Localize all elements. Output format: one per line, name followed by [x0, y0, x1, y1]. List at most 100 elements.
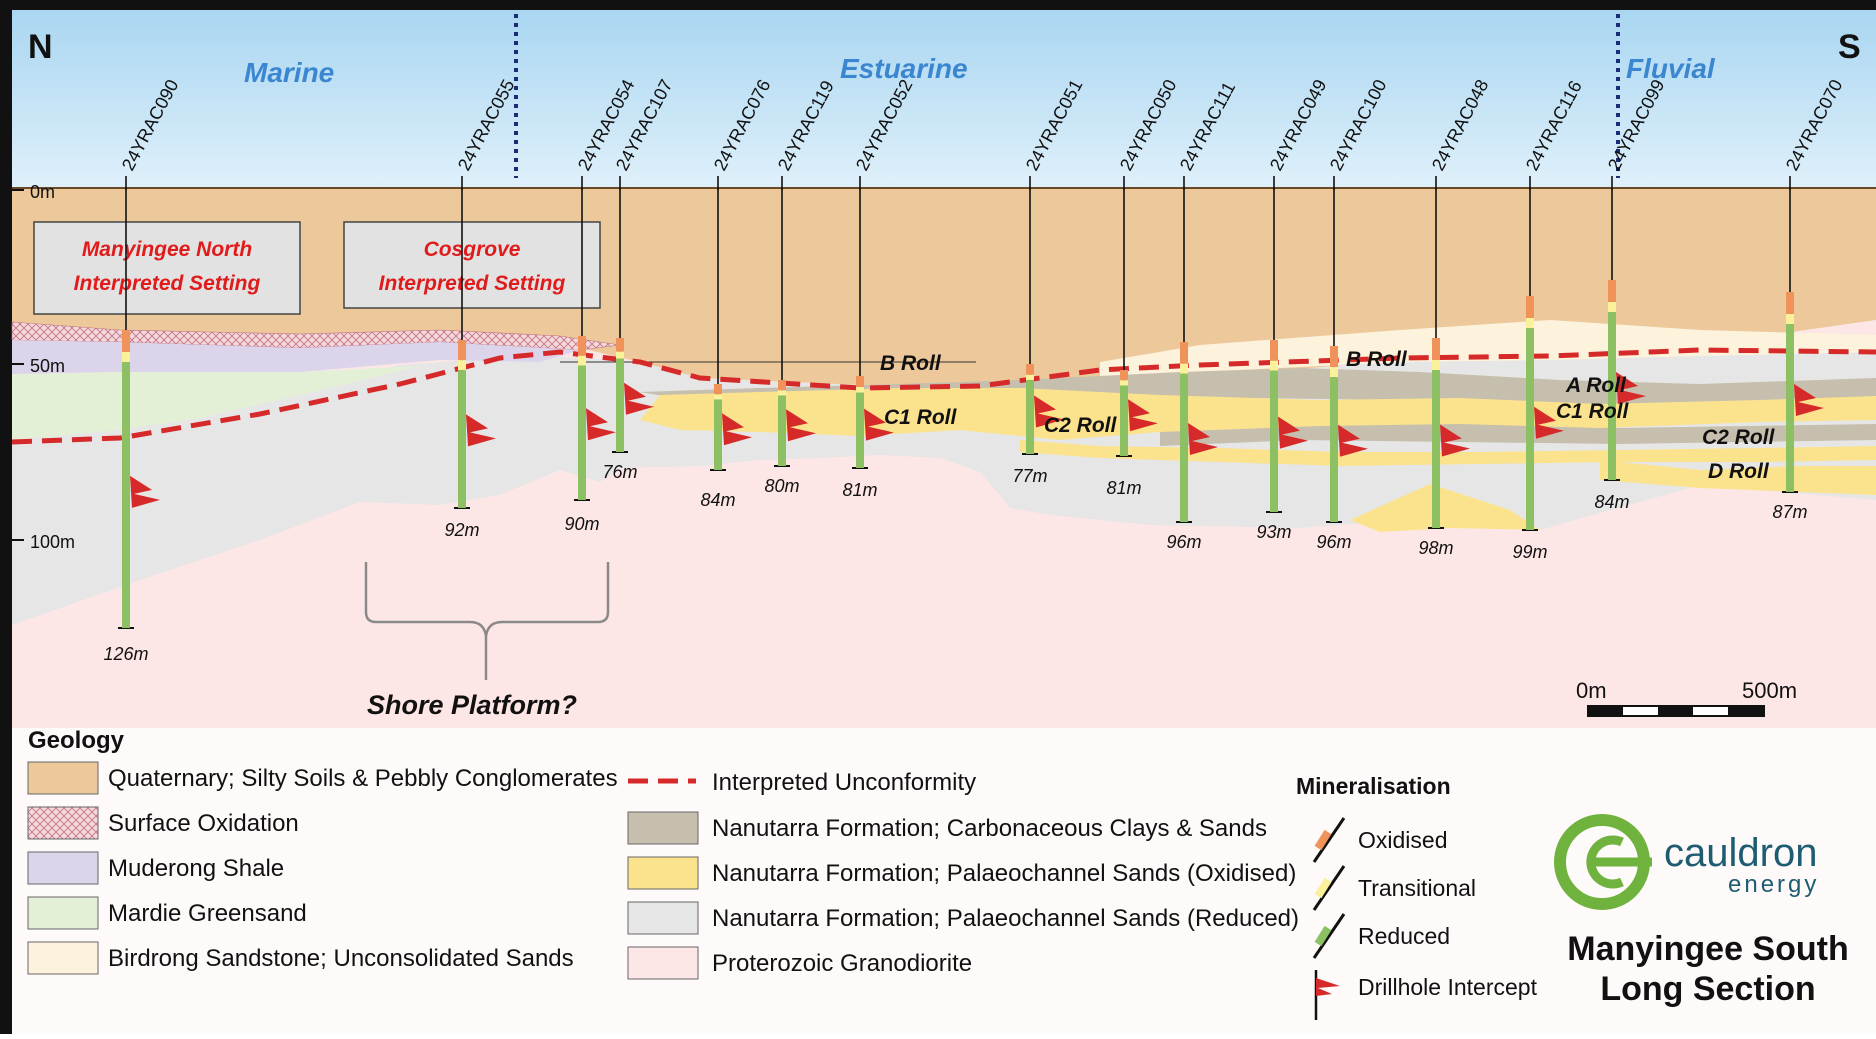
mineralisation-swatch-line — [1312, 913, 1346, 959]
north-label: N — [28, 28, 53, 66]
unconformity-legend-item: Interpreted Unconformity — [628, 769, 976, 796]
oxidised-sands-lens-1 — [640, 388, 1876, 440]
drillhole-depth-label: 90m — [564, 514, 599, 534]
drillhole-oxidised-interval — [714, 384, 722, 395]
drillhole-reduced-interval — [1330, 377, 1338, 522]
section-title-line-1: Manyingee South — [1567, 930, 1848, 968]
drillhole-reduced-interval — [1608, 312, 1616, 480]
drillhole-reduced-interval — [1120, 385, 1128, 456]
drillhole-reduced-interval — [578, 365, 586, 500]
drillhole-oxidised-interval — [1526, 296, 1534, 318]
drillhole-intercept — [130, 475, 160, 508]
depth-label-50: 50m — [30, 356, 65, 376]
geology-legend-right-swatch — [627, 946, 699, 980]
drillhole-reduced-interval — [1786, 324, 1794, 492]
geology-legend-right: Nanutarra Formation; Carbonaceous Clays … — [627, 811, 1299, 980]
geology-legend-left: Quaternary; Silty Soils & Pebbly Conglom… — [27, 761, 618, 975]
drillhole-oxidised-interval — [1786, 292, 1794, 314]
south-label: S — [1838, 28, 1861, 66]
drillhole-depth-label: 92m — [444, 520, 479, 540]
drillhole-oxidised-interval — [856, 376, 864, 388]
mineralisation-legend-item: Reduced — [1312, 913, 1450, 959]
geology-legend-left-item: Mardie Greensand — [27, 896, 307, 930]
manyingee-north-callout: Manyingee North Interpreted Setting — [33, 221, 301, 315]
geology-legend-right-swatch — [627, 856, 699, 890]
top-border — [0, 0, 1876, 10]
drillhole-transitional-interval — [1270, 360, 1278, 371]
drillhole-oxidised-interval — [578, 336, 586, 356]
cosgrove-callout: Cosgrove Interpreted Setting — [343, 221, 601, 309]
drillhole-intercept — [466, 414, 496, 447]
drillhole-intercept — [1188, 423, 1218, 455]
mineralisation-legend-title: Mineralisation — [1296, 773, 1451, 799]
estuarine-label: Estuarine — [840, 53, 968, 84]
drillhole-reduced-interval — [856, 392, 864, 468]
drillhole-depth-label: 76m — [602, 462, 637, 482]
unconformity-legend-label: Interpreted Unconformity — [712, 769, 976, 796]
intercept-legend-label: Drillhole Intercept — [1358, 974, 1538, 1000]
mineralisation-legend-item: Transitional — [1312, 865, 1476, 911]
mineralisation-legend-label: Oxidised — [1358, 827, 1447, 853]
mineralisation-swatch-color — [1314, 925, 1332, 947]
drillhole-transitional-interval — [1786, 314, 1794, 324]
geology-legend-left-swatch — [27, 941, 99, 975]
scale-bar-end: 500m — [1742, 678, 1797, 703]
roll-label-a: A Roll — [1565, 374, 1627, 397]
roll-label-c2-1: C2 Roll — [1044, 414, 1118, 437]
oxidised-sands-lens-4 — [1350, 484, 1540, 532]
geology-legend-right-swatch — [627, 901, 699, 935]
drillhole-depth-label: 99m — [1512, 542, 1547, 562]
scale-bar-seg-1 — [1588, 706, 1623, 716]
mineralisation-legend: Oxidised Transitional Reduced — [1312, 817, 1476, 959]
cosgrove-box — [343, 221, 601, 309]
geology-legend-right-label: Nanutarra Formation; Palaeochannel Sands… — [712, 905, 1299, 932]
drillhole-oxidised-interval — [1432, 338, 1440, 360]
scale-bar: 0m 500m — [1576, 678, 1797, 717]
roll-label-b-1: B Roll — [880, 352, 942, 375]
drillhole-oxidised-interval — [1026, 364, 1034, 375]
drillhole-transitional-interval — [856, 387, 864, 393]
fluvial-label: Fluvial — [1626, 53, 1716, 84]
drillhole-depth-label: 96m — [1166, 532, 1201, 552]
drillhole-depth-label: 126m — [103, 644, 148, 664]
cosgrove-line-2: Interpreted Setting — [379, 272, 566, 295]
intercept-legend-item: Drillhole Intercept — [1314, 970, 1538, 1020]
drillhole-transitional-interval — [1608, 302, 1616, 312]
drillhole-transitional-interval — [122, 352, 130, 362]
geology-legend-right-label: Nanutarra Formation; Palaeochannel Sands… — [712, 860, 1296, 887]
geology-legend-left-swatch — [27, 806, 99, 840]
roll-label-c2-2: C2 Roll — [1702, 426, 1776, 449]
drillhole-oxidised-interval — [458, 340, 466, 361]
drillhole-transitional-interval — [1026, 374, 1034, 381]
drillhole-transitional-interval — [578, 355, 586, 366]
drillhole-reduced-interval — [1026, 380, 1034, 454]
drillhole-depth-label: 84m — [1594, 492, 1629, 512]
geology-legend-left-swatch — [27, 851, 99, 885]
drillhole-depth-label: 77m — [1012, 466, 1047, 486]
shore-platform-label: Shore Platform? — [367, 690, 577, 720]
drillhole-reduced-interval — [616, 358, 624, 452]
geology-legend-right-item: Nanutarra Formation; Palaeochannel Sands… — [627, 901, 1299, 935]
geology-legend-left-label: Quaternary; Silty Soils & Pebbly Conglom… — [108, 765, 618, 792]
geology-legend-right-item: Nanutarra Formation; Palaeochannel Sands… — [627, 856, 1296, 890]
depth-label-100: 100m — [30, 532, 75, 552]
drillhole-transitional-interval — [458, 360, 466, 371]
drillhole-depth-label: 81m — [1106, 478, 1141, 498]
drillhole-intercept — [722, 413, 752, 446]
drillhole-oxidised-interval — [122, 330, 130, 352]
drillhole-intercept — [1128, 399, 1158, 432]
drillhole-transitional-interval — [778, 390, 786, 396]
geology-legend-left-swatch — [27, 896, 99, 930]
drillhole-depth-label: 98m — [1418, 538, 1453, 558]
shore-platform-bracket — [364, 562, 610, 680]
scale-bar-seg-3 — [1728, 706, 1764, 716]
drillhole-depth-label: 93m — [1256, 522, 1291, 542]
depth-axis: 0m 50m 100m — [12, 182, 75, 552]
muderong-shale-layer — [12, 340, 580, 374]
scale-bar-start: 0m — [1576, 678, 1607, 703]
drillhole-depth-label: 87m — [1772, 502, 1807, 522]
geology-legend-right-item: Proterozoic Granodiorite — [627, 946, 972, 980]
drillhole-intercept — [1616, 372, 1646, 404]
